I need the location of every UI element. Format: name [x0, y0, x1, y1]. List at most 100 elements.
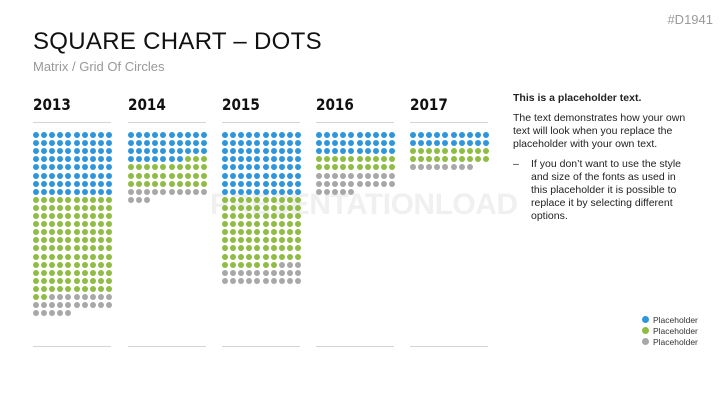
- dot-series-1: [230, 229, 237, 236]
- dot-series-0: [41, 156, 48, 163]
- dot-series-0: [105, 180, 112, 187]
- dot-series-1: [442, 148, 449, 155]
- dot-series-1: [270, 253, 277, 260]
- dot-series-0: [254, 156, 261, 163]
- dot-series-0: [262, 148, 269, 155]
- dot-series-0: [364, 140, 371, 147]
- dot-series-2: [49, 302, 56, 309]
- dot-series-0: [372, 132, 379, 138]
- dot-series-0: [49, 140, 56, 147]
- dot-series-0: [246, 148, 253, 155]
- dot-series-1: [97, 269, 104, 276]
- dot-series-1: [41, 204, 48, 211]
- dot-series-2: [372, 180, 379, 187]
- dot-series-0: [474, 132, 481, 138]
- dot-series-0: [97, 140, 104, 147]
- dot-series-2: [262, 269, 269, 276]
- dot-series-1: [89, 221, 96, 228]
- dot-series-1: [316, 156, 322, 163]
- dot-series-1: [246, 204, 253, 211]
- dot-series-0: [128, 132, 134, 138]
- dot-series-1: [81, 196, 88, 203]
- dot-series-1: [105, 229, 112, 236]
- dot-series-0: [57, 156, 64, 163]
- dot-series-1: [144, 164, 151, 171]
- dot-series-2: [364, 180, 371, 187]
- dot-series-0: [458, 140, 465, 147]
- dot-series-0: [65, 180, 72, 187]
- dot-series-1: [278, 204, 285, 211]
- dot-series-0: [200, 140, 207, 147]
- dot-series-0: [105, 188, 112, 195]
- dot-series-0: [332, 140, 339, 147]
- dot-series-1: [33, 237, 39, 244]
- dot-series-0: [348, 132, 355, 138]
- dot-series-1: [89, 237, 96, 244]
- dot-series-0: [270, 180, 277, 187]
- dot-series-0: [105, 172, 112, 179]
- dot-series-0: [89, 180, 96, 187]
- dot-series-1: [254, 213, 261, 219]
- dot-series-1: [41, 253, 48, 260]
- dot-series-0: [57, 164, 64, 171]
- dot-series-0: [57, 172, 64, 179]
- dot-series-0: [286, 188, 293, 195]
- dot-series-2: [348, 188, 355, 195]
- dot-series-0: [144, 132, 151, 138]
- divider: [222, 122, 300, 123]
- dot-series-1: [294, 229, 301, 236]
- dot-series-1: [200, 172, 207, 179]
- dot-series-1: [81, 229, 88, 236]
- dot-series-1: [41, 294, 48, 300]
- dot-series-1: [192, 180, 199, 187]
- dot-series-1: [136, 180, 143, 187]
- dot-series-0: [73, 188, 80, 195]
- dot-series-2: [332, 172, 339, 179]
- dot-series-2: [278, 269, 285, 276]
- dot-series-0: [270, 140, 277, 147]
- dot-series-1: [33, 213, 39, 219]
- dot-series-0: [262, 132, 269, 138]
- dot-series-1: [262, 261, 269, 268]
- dot-series-0: [200, 148, 207, 155]
- dot-series-2: [356, 180, 363, 187]
- dot-series-0: [97, 148, 104, 155]
- dot-series-0: [254, 164, 261, 171]
- dot-series-0: [41, 140, 48, 147]
- dot-series-0: [246, 188, 253, 195]
- dot-series-2: [49, 310, 56, 317]
- dot-series-0: [294, 140, 301, 147]
- dot-series-2: [270, 277, 277, 284]
- dot-series-0: [41, 188, 48, 195]
- dot-series-0: [356, 140, 363, 147]
- dot-series-0: [348, 148, 355, 155]
- dot-series-0: [380, 132, 387, 138]
- dot-series-2: [442, 164, 449, 171]
- dot-series-0: [254, 132, 261, 138]
- dot-series-0: [332, 148, 339, 155]
- dot-series-1: [458, 148, 465, 155]
- dot-series-0: [57, 140, 64, 147]
- dot-series-2: [128, 196, 134, 203]
- dot-series-1: [41, 261, 48, 268]
- dot-series-1: [286, 196, 293, 203]
- dot-series-0: [278, 188, 285, 195]
- dot-series-1: [450, 148, 457, 155]
- dot-series-1: [33, 196, 39, 203]
- dot-series-2: [286, 277, 293, 284]
- dot-series-0: [192, 148, 199, 155]
- dot-series-2: [450, 164, 457, 171]
- dot-series-1: [33, 253, 39, 260]
- dot-series-0: [81, 140, 88, 147]
- dot-series-1: [176, 164, 183, 171]
- dot-series-0: [144, 148, 151, 155]
- dot-series-0: [65, 188, 72, 195]
- dot-series-0: [152, 156, 159, 163]
- divider: [33, 122, 111, 123]
- dot-series-1: [246, 229, 253, 236]
- dot-series-1: [33, 204, 39, 211]
- dot-series-1: [105, 245, 112, 252]
- dot-series-2: [262, 277, 269, 284]
- dot-series-0: [238, 180, 245, 187]
- dot-series-1: [418, 148, 425, 155]
